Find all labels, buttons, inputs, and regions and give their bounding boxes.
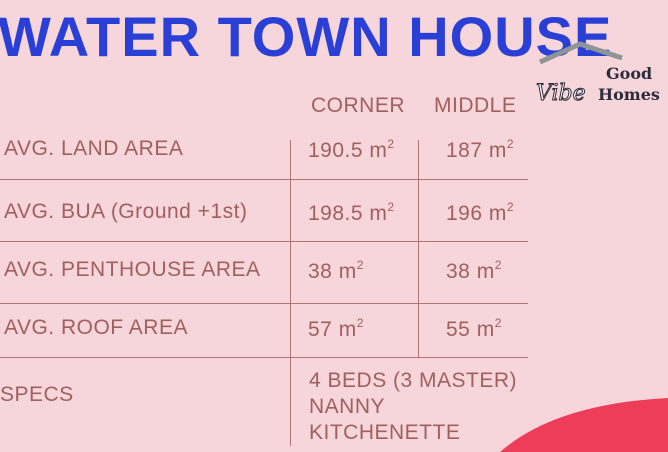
logo-good: Good [606, 64, 652, 83]
row-label: AVG. LAND AREA [4, 137, 184, 160]
row-middle-value: 187 m2 [446, 137, 515, 162]
row-divider [0, 179, 528, 180]
good-vibe-homes-logo: Good Vibe Homes [536, 64, 660, 104]
row-corner-value: 190.5 m2 [308, 137, 395, 162]
column-header-middle: MIDDLE [434, 94, 517, 117]
logo-homes: Homes [598, 85, 660, 104]
column-divider [418, 140, 419, 357]
row-corner-value: 38 m2 [308, 258, 364, 283]
row-divider [0, 357, 528, 358]
logo-roof-icon [538, 41, 623, 64]
decorative-red-shape [500, 398, 668, 452]
logo-vibe: Vibe [536, 81, 586, 104]
row-middle-value: 55 m2 [446, 316, 502, 341]
specs-value: 4 BEDS (3 MASTER) NANNY KITCHENETTE [309, 369, 518, 444]
row-divider [0, 241, 528, 242]
page-title: WATER TOWN HOUSE [0, 5, 613, 68]
row-corner-value: 198.5 m2 [308, 200, 395, 225]
column-header-corner: CORNER [311, 94, 406, 117]
row-corner-value: 57 m2 [308, 316, 364, 341]
row-middle-value: 196 m2 [446, 200, 515, 225]
row-label: AVG. BUA (Ground +1st) [4, 200, 248, 223]
row-label: AVG. PENTHOUSE AREA [4, 258, 261, 281]
row-label: AVG. ROOF AREA [4, 316, 188, 339]
row-middle-value: 38 m2 [446, 258, 502, 283]
row-divider [0, 303, 528, 304]
column-divider [290, 140, 291, 446]
specs-label: SPECS [0, 383, 74, 406]
